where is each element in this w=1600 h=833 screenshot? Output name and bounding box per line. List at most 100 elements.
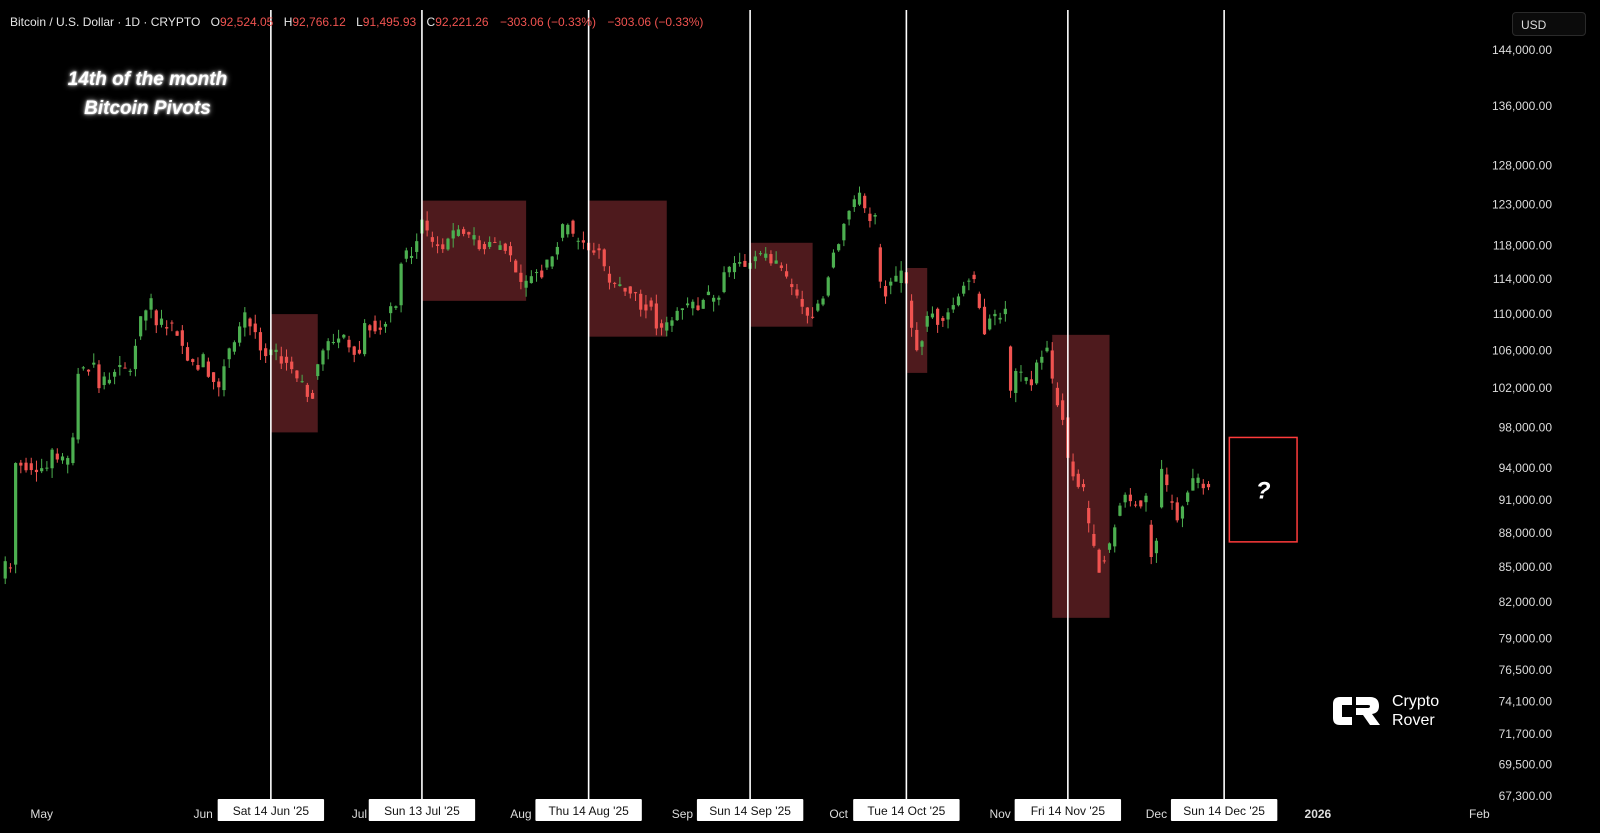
candle-down <box>154 309 158 334</box>
candle-down <box>24 457 28 473</box>
price-tick-label: 128,000.00 <box>1492 159 1552 173</box>
candle-down <box>357 341 362 355</box>
symbol-title[interactable]: Bitcoin / U.S. Dollar · 1D · CRYPTO <box>10 15 201 29</box>
candle-down <box>493 237 497 244</box>
candle-down <box>696 297 700 311</box>
candle-down <box>180 325 184 355</box>
candle-down <box>941 315 945 327</box>
candle-down <box>613 281 617 288</box>
candle-down <box>795 283 799 299</box>
candle-down <box>477 235 481 251</box>
candle-down <box>1076 469 1080 489</box>
candlesticks <box>3 186 1211 585</box>
candle-down <box>592 242 596 256</box>
candle-up <box>691 299 695 316</box>
candle-down <box>279 346 283 370</box>
pivot-date-label: Sun 14 Dec '25 <box>1170 799 1278 821</box>
logo-line-1: Crypto <box>1392 693 1440 710</box>
low-label: L <box>356 15 363 29</box>
candle-down <box>1087 500 1091 533</box>
candle-up <box>76 367 80 444</box>
candle-last <box>1206 481 1211 491</box>
candle-down <box>19 459 23 474</box>
month-tick-label: May <box>30 807 53 821</box>
candle-up <box>399 262 403 313</box>
candle-up <box>847 210 851 226</box>
pivot-zones: ? <box>270 200 1298 618</box>
price-tick-label: 114,000.00 <box>1493 272 1552 286</box>
crypto-rover-logo-icon <box>1333 697 1380 725</box>
candle-up <box>238 322 242 347</box>
candle-down <box>779 262 783 272</box>
candle-up <box>243 307 247 337</box>
candle-up <box>3 556 7 585</box>
candle-up <box>826 275 830 298</box>
title-line-2: Bitcoin Pivots <box>84 98 211 119</box>
candle-down <box>1165 467 1169 492</box>
candle-down <box>196 357 200 371</box>
candle-down <box>649 297 653 311</box>
pivot-zone <box>270 314 318 433</box>
candle-down <box>206 357 210 378</box>
candle-up <box>336 329 341 349</box>
candle-down <box>1201 479 1205 495</box>
candle-down <box>347 335 351 353</box>
candle-up <box>1186 490 1190 506</box>
candle-down <box>253 314 257 339</box>
candle-down <box>170 320 174 332</box>
candle-up <box>446 237 450 251</box>
candle-up <box>831 249 836 269</box>
time-axis[interactable]: May Jun Jul Aug Sep Oct Nov Dec 2026 Feb Sat 14 Ju… <box>30 799 1490 821</box>
candle-down <box>915 322 919 352</box>
candle-down <box>284 349 289 371</box>
candle-up <box>274 343 278 361</box>
candle-down <box>982 298 987 335</box>
price-tick-label: 118,000.00 <box>1493 238 1552 252</box>
candle-down <box>602 248 606 272</box>
candle-down <box>909 294 914 337</box>
candle-up <box>1196 473 1200 489</box>
candle-up <box>946 308 950 329</box>
candle-up <box>316 363 320 380</box>
candle-down <box>29 457 33 475</box>
price-tick-label: 76,500.00 <box>1499 663 1553 677</box>
currency-selector[interactable]: USD <box>1512 12 1586 36</box>
candle-down <box>628 286 632 299</box>
ohlc-header: Bitcoin / U.S. Dollar · 1D · CRYPTO O92,… <box>10 15 703 29</box>
candle-up <box>566 223 570 238</box>
candle-down <box>185 342 190 362</box>
candle-down <box>1139 500 1143 509</box>
candle-up <box>1191 468 1195 491</box>
candle-down <box>540 264 544 279</box>
candle-up <box>1045 340 1049 353</box>
candle-down <box>1029 370 1033 391</box>
candle-up <box>852 195 856 212</box>
candle-down <box>639 289 643 317</box>
price-axis[interactable]: 144,000.00 136,000.00 128,000.00 123,000.00… <box>1492 43 1552 803</box>
title-line-1: 14th of the month <box>67 69 228 90</box>
pivot-date-label: Fri 14 Nov '25 <box>1014 799 1122 821</box>
candle-down <box>1092 524 1096 548</box>
svg-text:Sun 13 Jul '25: Sun 13 Jul '25 <box>384 804 460 818</box>
candle-up <box>738 252 742 267</box>
candle-down <box>378 320 382 335</box>
pivot-date-label: Sat 14 Jun '25 <box>217 799 325 821</box>
candle-down <box>264 343 268 363</box>
candle-up <box>962 281 966 297</box>
candle-up <box>732 256 737 279</box>
candle-up <box>451 223 455 248</box>
price-tick-label: 123,000.00 <box>1492 198 1552 212</box>
candle-down <box>430 231 434 248</box>
pivot-date-label: Tue 14 Oct '25 <box>853 799 960 821</box>
candle-up <box>71 432 75 466</box>
candle-down <box>175 330 179 336</box>
candle-up <box>1154 538 1159 563</box>
open-value: 92,524.05 <box>219 15 274 29</box>
candle-up <box>857 186 862 207</box>
candle-up <box>139 316 143 340</box>
candle-down <box>290 356 294 374</box>
candle-down <box>295 370 299 382</box>
candle-up <box>680 308 684 320</box>
candle-up <box>956 293 961 307</box>
